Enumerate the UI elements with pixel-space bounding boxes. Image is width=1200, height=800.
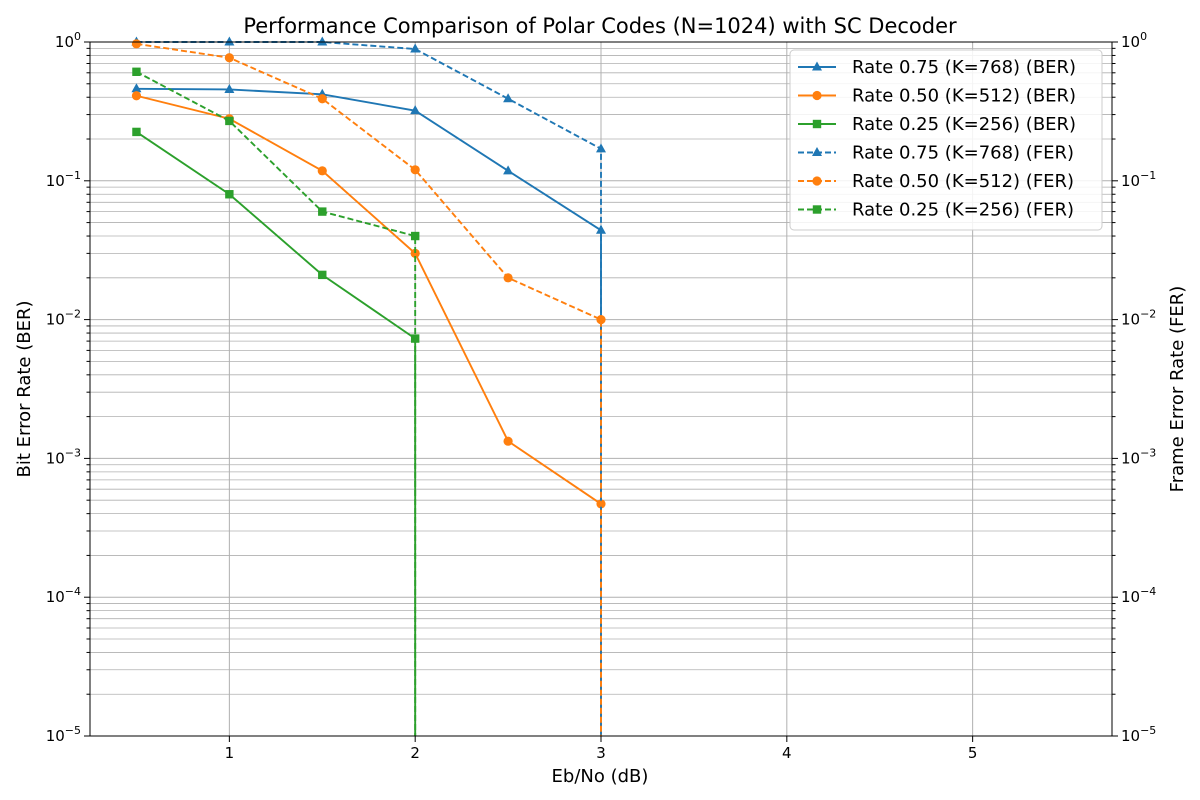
chart-title: Performance Comparison of Polar Codes (N… [243,14,957,38]
data-point [318,270,327,280]
data-point [596,315,606,325]
data-point [131,83,142,93]
legend-label: Rate 0.25 (K=256) (BER) [852,114,1076,135]
data-point [317,166,327,176]
legend-item: Rate 0.75 (K=768) (BER) [798,57,1076,78]
data-point [225,190,234,199]
legend-marker [812,90,822,101]
data-point [410,231,420,241]
legend-label: Rate 0.75 (K=768) (FER) [852,143,1074,164]
legend-item: Rate 0.50 (K=512) (FER) [798,171,1074,192]
data-point [503,273,513,283]
legend-item: Rate 0.50 (K=512) (BER) [798,86,1076,107]
legend-item: Rate 0.75 (K=768) (FER) [798,143,1074,164]
x-tick-label: 1 [225,744,235,762]
data-point [224,83,235,93]
legend-marker [812,61,822,71]
x-tick-label: 2 [410,744,420,762]
data-point [132,67,141,76]
legend: Rate 0.75 (K=768) (BER) Rate 0.50 (K=512)… [789,49,1103,231]
y-axis-title-left: Bit Error Rate (BER) [14,301,35,478]
data-point [131,39,142,49]
data-point [596,143,606,153]
legend-marker [812,205,822,214]
data-point [317,94,327,104]
data-point [131,91,142,101]
data-point [503,165,514,175]
data-point [410,165,420,175]
data-point [503,436,513,446]
series-5 [131,39,606,736]
data-point [317,36,328,46]
legend-label: Rate 0.50 (K=512) (BER) [852,86,1076,107]
data-point [410,43,421,53]
data-point [224,36,235,46]
legend-marker [812,176,822,186]
legend-item: Rate 0.25 (K=256) (FER) [798,200,1074,221]
series-6 [132,67,420,736]
data-point [318,207,327,216]
legend-marker [812,119,822,129]
data-point [225,116,234,126]
data-point [503,93,514,103]
legend-label: Rate 0.25 (K=256) (FER) [852,200,1074,221]
data-point [410,105,421,115]
x-tick-label: 3 [596,744,606,762]
x-axis-title: Eb/No (dB) [552,766,649,787]
legend-item: Rate 0.25 (K=256) (BER) [798,114,1076,135]
data-point [132,127,141,137]
legend-marker [812,147,822,156]
x-tick-label: 4 [782,744,792,762]
legend-box [789,49,1103,231]
legend-label: Rate 0.50 (K=512) (FER) [852,171,1074,192]
legend-label: Rate 0.75 (K=768) (BER) [852,57,1076,78]
y-axis-title-right: Frame Error Rate (FER) [1167,286,1188,493]
x-tick-label: 5 [968,744,978,762]
data-point [224,53,234,63]
data-point [410,248,420,258]
